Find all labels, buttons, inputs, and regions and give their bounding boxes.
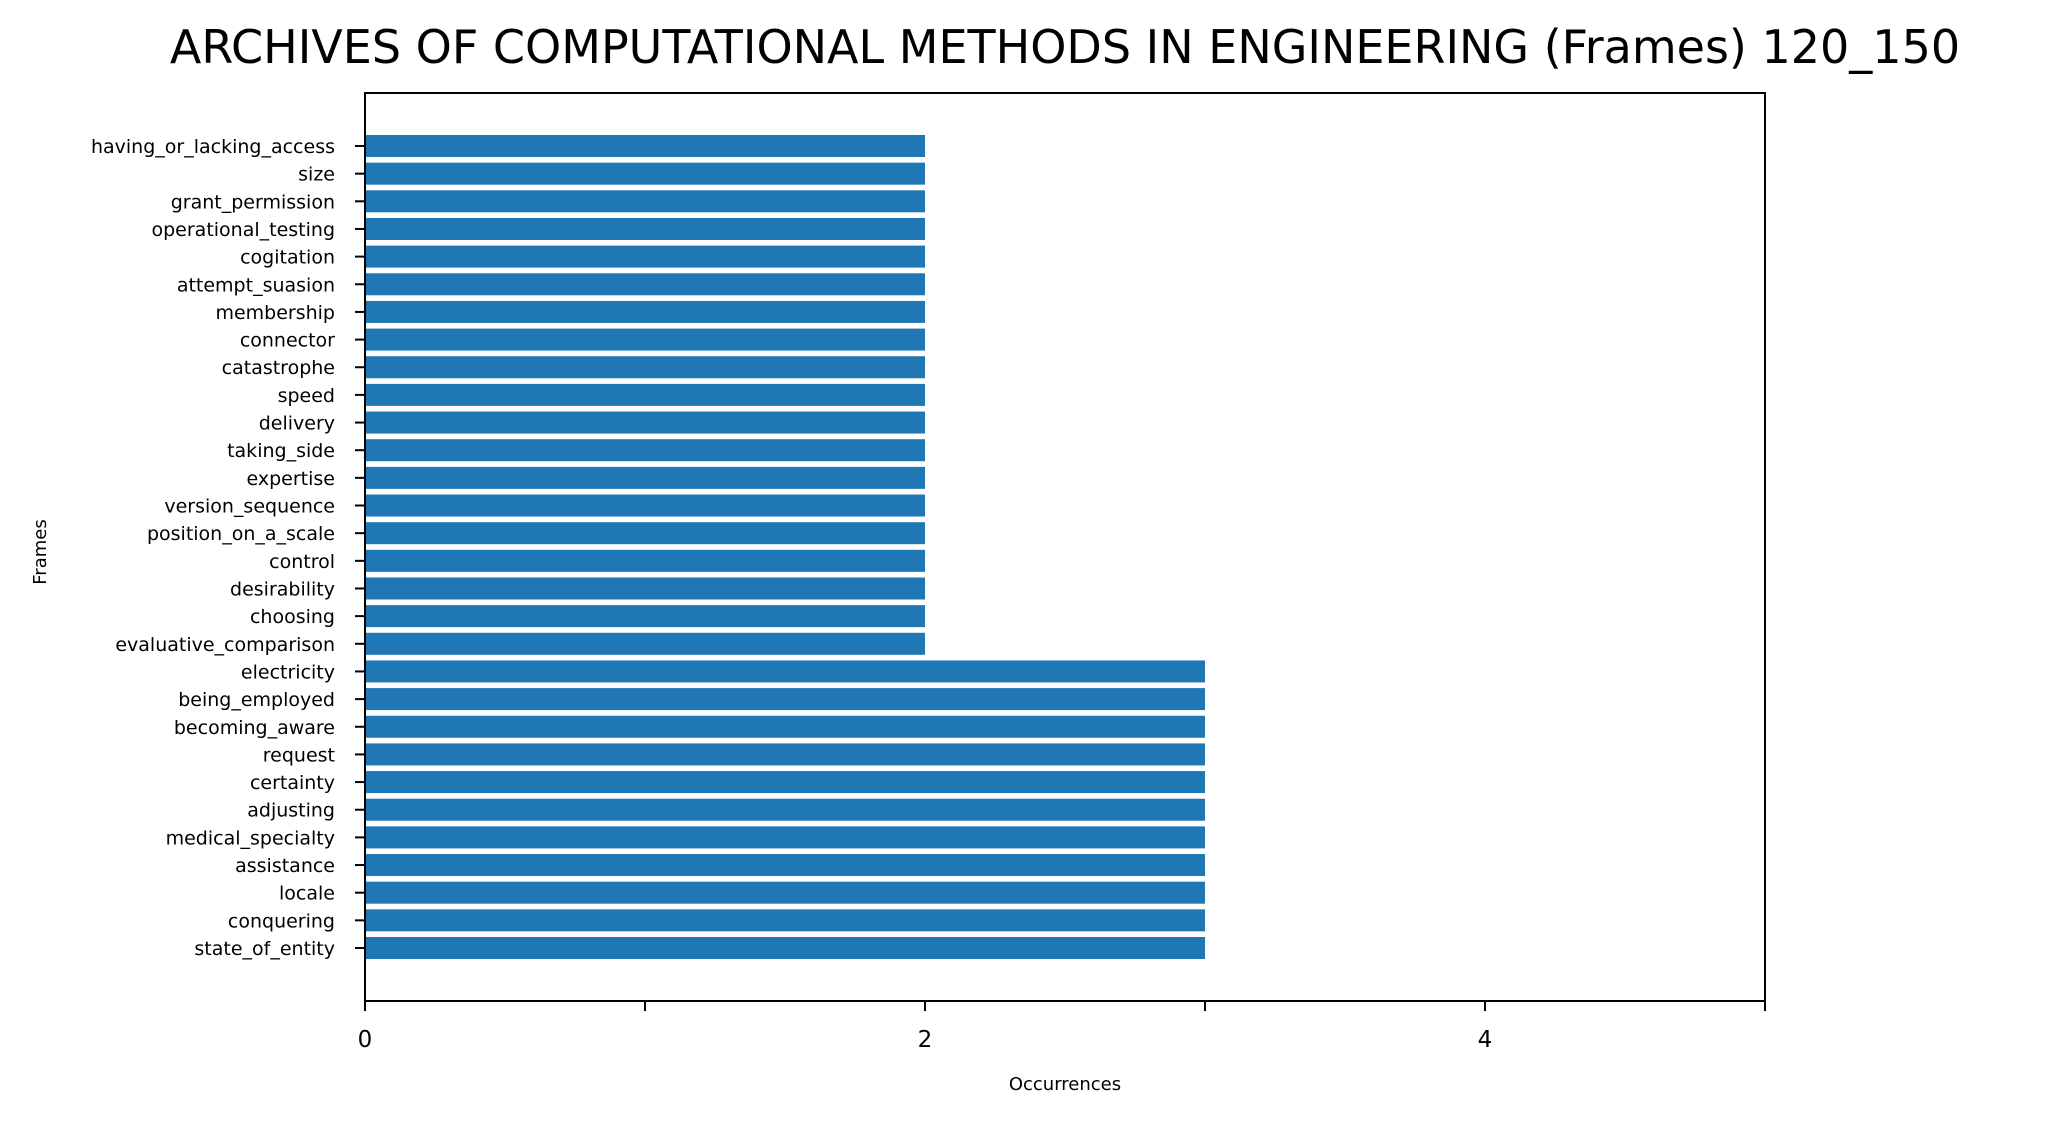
bar-desirability — [365, 577, 925, 600]
y-tick-label-connector: connector — [240, 330, 335, 352]
y-tick-label-membership: membership — [215, 302, 335, 324]
bar-speed — [365, 383, 925, 406]
y-tick-label-locale: locale — [279, 883, 335, 905]
bar-becoming_aware — [365, 715, 1205, 738]
bar-certainty — [365, 771, 1205, 794]
bar-delivery — [365, 411, 925, 434]
y-tick-label-delivery: delivery — [259, 413, 335, 435]
x-tick-label-4: 4 — [1478, 1027, 1493, 1053]
plot-frame — [364, 92, 1766, 1002]
x-tick-label-0: 0 — [358, 1027, 373, 1053]
y-tick-label-operational_testing: operational_testing — [151, 219, 335, 241]
y-tick-label-expertise: expertise — [247, 468, 335, 490]
chart-title: ARCHIVES OF COMPUTATIONAL METHODS IN ENG… — [170, 20, 1960, 74]
bar-cogitation — [365, 245, 925, 268]
bar-size — [365, 162, 925, 185]
bar-membership — [365, 300, 925, 323]
bar-attempt_suasion — [365, 273, 925, 296]
y-tick-label-evaluative_comparison: evaluative_comparison — [115, 634, 335, 656]
bar-catastrophe — [365, 356, 925, 379]
y-tick-label-adjusting: adjusting — [247, 800, 335, 822]
y-tick-label-attempt_suasion: attempt_suasion — [177, 274, 335, 296]
bar-control — [365, 549, 925, 572]
bar-request — [365, 743, 1205, 766]
bar-conquering — [365, 909, 1205, 932]
bar-medical_specialty — [365, 826, 1205, 849]
bar-expertise — [365, 466, 925, 489]
bar-being_employed — [365, 688, 1205, 711]
y-tick-label-medical_specialty: medical_specialty — [166, 827, 335, 849]
bar-adjusting — [365, 798, 1205, 821]
y-tick-label-desirability: desirability — [230, 578, 335, 600]
y-tick-label-being_employed: being_employed — [178, 689, 335, 711]
y-tick-label-choosing: choosing — [250, 606, 335, 628]
y-tick-label-control: control — [269, 551, 335, 573]
bar-electricity — [365, 660, 1205, 683]
y-tick-label-state_of_entity: state_of_entity — [194, 938, 335, 960]
bar-state_of_entity — [365, 937, 1205, 959]
y-tick-label-speed: speed — [278, 385, 335, 407]
y-tick-label-grant_permission: grant_permission — [171, 191, 335, 213]
y-axis-label: Frames — [30, 519, 51, 584]
bar-version_sequence — [365, 494, 925, 517]
bars-layer — [365, 135, 1205, 959]
y-tick-label-size: size — [298, 164, 335, 186]
bar-connector — [365, 328, 925, 351]
bar-assistance — [365, 854, 1205, 877]
y-tick-label-assistance: assistance — [235, 855, 335, 877]
bar-operational_testing — [365, 217, 925, 240]
x-axis-label: Occurrences — [1009, 1074, 1121, 1095]
bar-evaluative_comparison — [365, 632, 925, 655]
bar-taking_side — [365, 439, 925, 462]
y-tick-label-becoming_aware: becoming_aware — [174, 717, 335, 739]
bar-grant_permission — [365, 190, 925, 213]
y-tick-label-catastrophe: catastrophe — [222, 357, 335, 379]
bar-having_or_lacking_access — [365, 135, 925, 157]
x-tick-label-2: 2 — [918, 1027, 933, 1053]
y-tick-label-version_sequence: version_sequence — [164, 496, 335, 518]
bar-choosing — [365, 605, 925, 628]
y-tick-label-position_on_a_scale: position_on_a_scale — [147, 523, 335, 545]
y-tick-label-request: request — [263, 744, 335, 766]
y-tick-label-electricity: electricity — [241, 661, 335, 683]
y-tick-label-having_or_lacking_access: having_or_lacking_access — [91, 136, 335, 158]
y-tick-label-certainty: certainty — [250, 772, 335, 794]
y-tick-label-cogitation: cogitation — [240, 247, 335, 269]
y-tick-label-conquering: conquering — [228, 910, 335, 932]
bar-position_on_a_scale — [365, 522, 925, 545]
y-tick-label-taking_side: taking_side — [227, 440, 335, 462]
x-axis: 0 2 4 — [358, 1001, 1766, 1053]
bar-locale — [365, 881, 1205, 904]
